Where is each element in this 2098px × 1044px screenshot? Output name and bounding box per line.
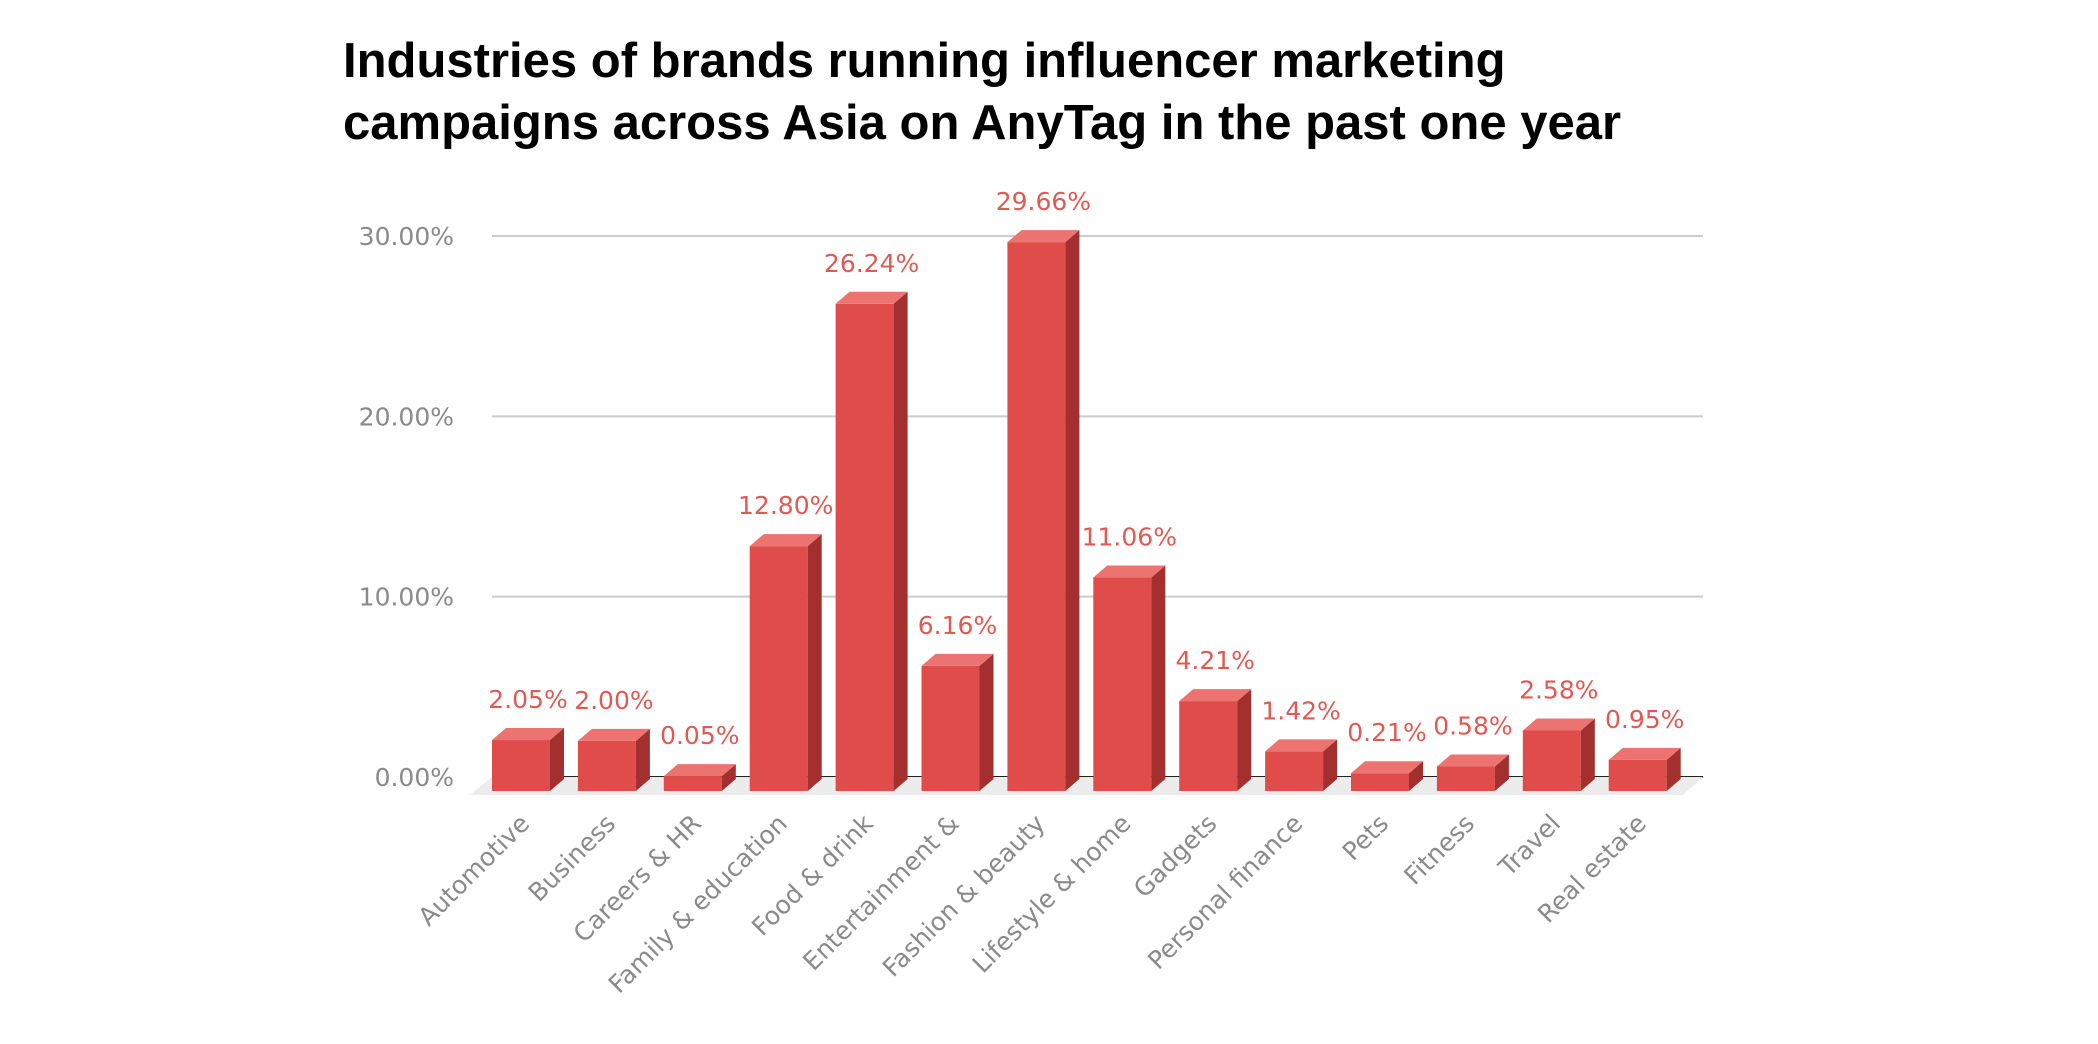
bar-top-face [1093,565,1166,578]
bar-side-face [1237,689,1252,791]
category-label: Travel [1492,809,1566,883]
bar-side-face [979,653,994,791]
bar-front-face [835,303,894,791]
bar-front-face [1179,701,1238,791]
data-label: 0.21% [1347,718,1426,747]
data-label: 0.58% [1433,712,1512,741]
bar [1179,689,1252,791]
y-tick-label: 0.00% [375,763,454,792]
bar [1608,747,1681,791]
bar-side-face [635,728,650,791]
chart-title: Industries of brands running influencer … [343,30,1843,154]
bar [835,291,908,791]
bar-front-face [492,740,550,791]
bar [492,728,564,791]
bar-side-face [1494,754,1509,791]
bar-top-face [1351,761,1423,774]
data-label: 26.24% [824,249,919,278]
category-label: Entertainment & [797,809,964,976]
bar [749,534,822,791]
bar [1265,739,1338,791]
bar-top-face [663,764,736,777]
bar-front-face [749,546,808,791]
data-label: 2.00% [574,686,653,715]
bar [663,764,736,791]
bar [921,653,994,791]
data-label: 29.66% [996,187,1091,216]
bar-top-face [1007,230,1080,243]
bar-side-face [807,534,822,791]
bar-top-face [835,291,908,304]
bar-front-face [1265,751,1324,791]
bars-layer [492,230,1681,791]
bar-top-face [577,728,650,741]
y-tick-label: 20.00% [359,402,454,431]
y-tick-label: 10.00% [359,583,454,612]
bar-front-face [577,740,636,791]
bar [1007,230,1080,791]
chart-title-line-2: campaigns across Asia on AnyTag in the p… [343,96,1622,150]
data-label: 1.42% [1261,696,1340,725]
bar-front-face [1608,759,1667,791]
bar [1436,754,1509,791]
bar-side-face [1580,718,1595,791]
data-label: 12.80% [738,491,833,520]
bar-top-face [492,728,564,741]
category-label: Automotive [412,809,535,932]
category-label: Lifestyle & home [967,809,1137,979]
chart-floor-plane [470,777,1703,795]
data-label: 2.05% [488,685,567,714]
category-label: Fitness [1398,809,1480,891]
bar-front-face [1351,773,1409,791]
bar-top-face [1179,689,1252,702]
y-tick-label: 30.00% [359,222,454,251]
bar-side-face [1065,230,1080,791]
data-label: 0.05% [660,721,739,750]
data-label: 0.95% [1605,705,1684,734]
bar [1093,565,1166,791]
bar-side-face [1666,747,1681,791]
bar-front-face [663,776,722,791]
bar-front-face [1007,242,1066,791]
data-label: 4.21% [1175,646,1254,675]
bar-top-face [749,534,822,547]
chart-title-line-1: Industries of brands running influencer … [343,34,1506,88]
bar [1522,718,1595,791]
bar-side-face [721,764,736,791]
bar-side-face [1409,761,1423,791]
data-label: 11.06% [1082,523,1177,552]
bar-top-face [1265,739,1338,752]
bar-front-face [1522,730,1581,791]
data-label: 2.58% [1519,675,1598,704]
bar [577,728,650,791]
bar-side-face [550,728,564,791]
bar-front-face [1093,577,1152,791]
bar-top-face [1608,747,1681,760]
bar-top-face [1522,718,1595,731]
data-label: 6.16% [918,611,997,640]
bar-side-face [893,291,908,791]
category-label: Pets [1337,809,1395,867]
bar-top-face [1436,754,1509,767]
bar-top-face [921,653,994,666]
category-label: Personal finance [1142,809,1308,975]
chart-floor [470,777,1703,795]
bar-side-face [1323,739,1338,791]
bar-side-face [1151,565,1166,791]
bar-front-face [1436,766,1495,791]
bar [1351,761,1423,791]
category-label: Fashion & beauty [877,809,1051,983]
bar-front-face [921,665,980,791]
